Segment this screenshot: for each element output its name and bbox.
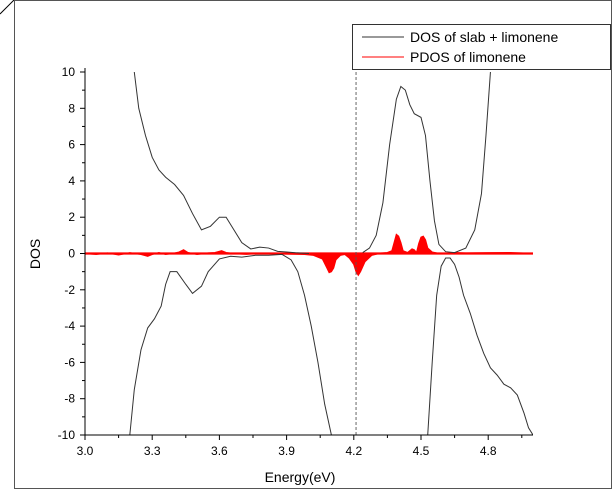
x-tick-label: 4.8 [480, 444, 497, 458]
legend: DOS of slab + limonene PDOS of limonene [352, 24, 611, 70]
dos-line-segment-2 [362, 72, 491, 254]
pdos-area [85, 233, 533, 277]
y-tick-label: 4 [68, 174, 75, 188]
dos-line-segment-1 [133, 72, 310, 254]
x-tick-label: 3.6 [211, 444, 228, 458]
y-tick-label: -2 [64, 283, 75, 297]
frame-corner-mark [0, 0, 15, 15]
dos-line-segment-3 [129, 253, 332, 435]
y-tick-label: -8 [64, 392, 75, 406]
y-tick-label: 8 [68, 101, 75, 115]
y-axis-title: DOS [27, 239, 43, 269]
y-tick-label: -6 [64, 355, 75, 369]
x-axis-title: Energy(eV) [265, 469, 336, 485]
x-tick-label: 3.0 [77, 444, 94, 458]
legend-label-dos: DOS of slab + limonene [410, 29, 558, 45]
y-tick-label: 2 [68, 210, 75, 224]
x-tick-label: 3.9 [278, 444, 295, 458]
y-tick-label: 6 [68, 138, 75, 152]
y-tick-label: -10 [58, 428, 76, 442]
y-tick-label: 0 [68, 247, 75, 261]
legend-box [352, 24, 611, 70]
x-tick-label: 4.5 [413, 444, 430, 458]
page-border [14, 0, 612, 489]
plot-content [85, 72, 533, 435]
dos-line-segment-4 [427, 257, 533, 435]
plot-area: 3.0 3.3 3.6 3.9 4.2 4.5 4.8 10 8 6 4 2 0 -2 -4 -6 -8 -10 [58, 65, 533, 458]
x-tick-label: 3.3 [144, 444, 161, 458]
x-tick-label: 4.2 [345, 444, 362, 458]
y-tick-label: -4 [64, 319, 75, 333]
y-tick-label: 10 [62, 65, 76, 79]
legend-label-pdos: PDOS of limonene [410, 49, 526, 65]
